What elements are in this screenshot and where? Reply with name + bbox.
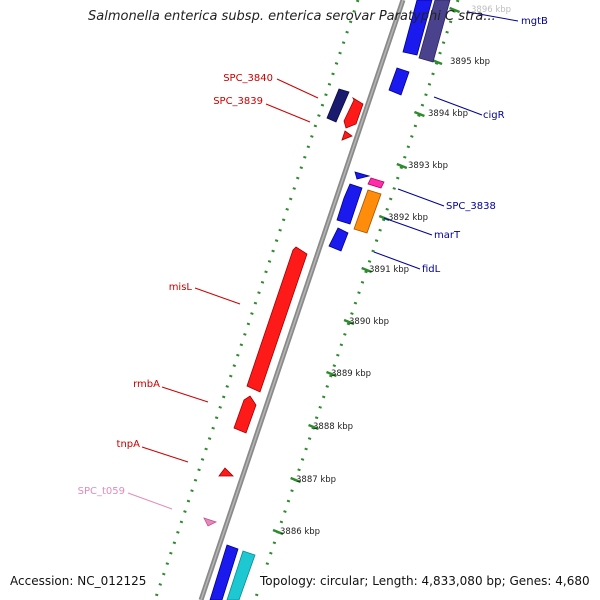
kbp-label: 3886 kbp [280, 527, 320, 537]
gene-spc3840-block[interactable] [326, 88, 350, 123]
kbp-label: 3895 kbp [450, 57, 490, 67]
major-tick [272, 528, 284, 536]
gene-label-mgtb[interactable]: mgtB [521, 16, 548, 27]
gene-mart-block[interactable] [353, 189, 382, 234]
gene-spc3839-arrow[interactable] [343, 96, 364, 129]
kbp-label: 3887 kbp [296, 475, 336, 485]
kbp-label: 3888 kbp [313, 422, 353, 432]
major-tick [308, 423, 319, 431]
kbp-label: 3890 kbp [349, 317, 389, 327]
major-ticks [272, 6, 461, 536]
gene-spct059-marker[interactable] [203, 517, 218, 527]
kbp-label: 3894 kbp [428, 109, 468, 119]
leader-lines [127, 11, 519, 510]
genome-title: Salmonella enterica subsp. enterica sero… [88, 9, 496, 24]
gene-label-mart[interactable]: marT [434, 230, 461, 241]
left-tick-track [153, 0, 360, 600]
gene-label-fidl[interactable]: fidL [422, 264, 441, 275]
gene-blue-marker[interactable] [354, 171, 371, 180]
major-tick [396, 162, 408, 170]
kbp-label: 3893 kbp [408, 161, 448, 171]
gene-bottom-cyan-block[interactable] [226, 550, 256, 600]
gene-mgtb-block[interactable] [418, 0, 451, 63]
major-tick [449, 6, 461, 14]
gene-label-tnpa[interactable]: tnpA [117, 439, 141, 450]
gene-blue-arrow-b[interactable] [336, 183, 363, 225]
major-tick [325, 370, 337, 378]
gene-label-spc3840[interactable]: SPC_3840 [223, 73, 273, 84]
gene-bottom-blue-block[interactable] [209, 544, 239, 600]
gene-label-rmba[interactable]: rmbA [133, 379, 160, 390]
genome-summary-text: Topology: circular; Length: 4,833,080 bp… [258, 573, 592, 589]
gene-label-cigr[interactable]: cigR [483, 110, 505, 121]
gene-tnpa-arrow[interactable] [218, 467, 234, 477]
gene-misl-arrow[interactable] [246, 246, 308, 393]
kbp-label: 3891 kbp [369, 265, 409, 275]
gene-small-red-arrow-a[interactable] [341, 130, 353, 141]
gene-label-spc3839[interactable]: SPC_3839 [213, 96, 263, 107]
major-tick [361, 266, 373, 274]
kbp-label: 3896 kbp [471, 5, 511, 15]
major-tick [290, 476, 302, 484]
gene-top-blue-block[interactable] [402, 0, 433, 56]
kbp-label: 3889 kbp [331, 369, 371, 379]
gene-label-spct059[interactable]: SPC_t059 [78, 486, 125, 497]
accession-text: Accession: NC_012125 [8, 573, 149, 589]
gene-fidl-arrow[interactable] [328, 227, 349, 252]
gene-label-misl[interactable]: misL [169, 282, 193, 293]
gene-rmba-arrow[interactable] [233, 395, 257, 434]
kbp-label: 3892 kbp [388, 213, 428, 223]
gene-blue-arrow-a[interactable] [388, 67, 410, 96]
gene-spc3838-block[interactable] [367, 177, 385, 189]
gene-label-spc3838[interactable]: SPC_3838 [446, 201, 496, 212]
major-tick [343, 318, 355, 326]
major-tick [413, 110, 425, 118]
